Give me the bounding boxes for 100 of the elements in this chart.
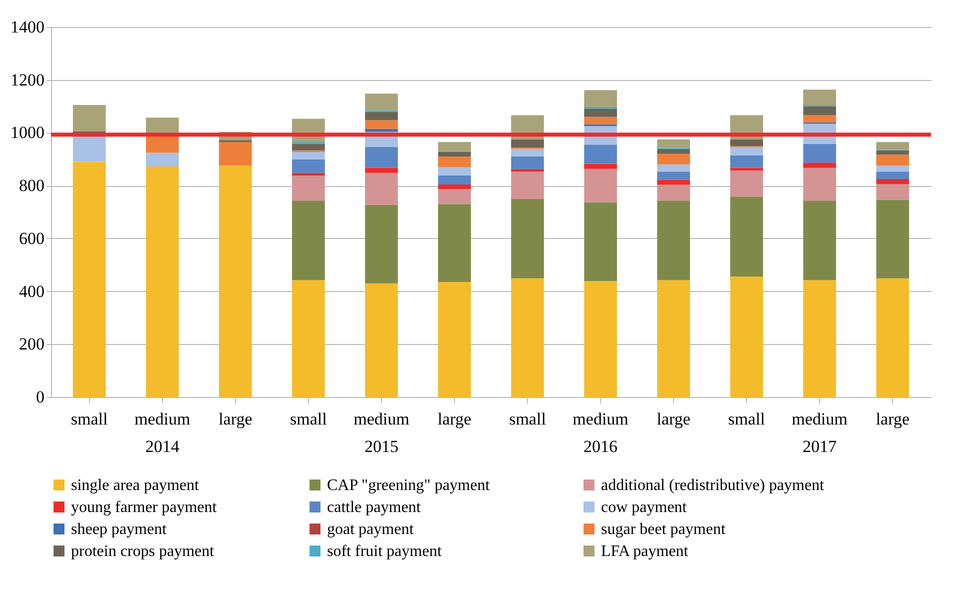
x-tick-label: small bbox=[509, 410, 546, 428]
y-tick-label: 0 bbox=[36, 388, 44, 406]
x-tick-label: medium bbox=[134, 410, 190, 428]
bar bbox=[730, 155, 764, 168]
bar bbox=[146, 118, 179, 133]
bar bbox=[657, 184, 690, 201]
bar bbox=[365, 172, 398, 205]
bar bbox=[146, 135, 179, 153]
bar bbox=[438, 176, 471, 185]
bar bbox=[438, 167, 471, 176]
bar bbox=[657, 172, 690, 180]
bar bbox=[584, 164, 617, 169]
legend-label: cattle payment bbox=[327, 499, 422, 516]
bar bbox=[657, 200, 690, 280]
bar bbox=[876, 154, 910, 166]
bar bbox=[365, 283, 398, 397]
bar bbox=[803, 90, 836, 105]
bar bbox=[876, 150, 910, 155]
bar bbox=[365, 112, 398, 120]
legend-label: additional (redistributive) payment bbox=[601, 477, 825, 494]
legend-label: young farmer payment bbox=[71, 499, 218, 516]
bar bbox=[511, 278, 544, 397]
bar bbox=[365, 146, 398, 168]
bar bbox=[876, 178, 910, 184]
bar bbox=[292, 159, 325, 173]
x-tick-label: small bbox=[70, 410, 108, 428]
bar bbox=[584, 280, 617, 397]
bar bbox=[657, 280, 690, 397]
bar bbox=[365, 168, 398, 173]
bar bbox=[511, 172, 544, 200]
legend-label: soft fruit payment bbox=[327, 543, 442, 560]
bar bbox=[730, 146, 764, 156]
bar bbox=[365, 94, 398, 110]
bar bbox=[72, 162, 106, 397]
bar bbox=[730, 139, 764, 146]
legend-label: LFA payment bbox=[601, 543, 689, 560]
bar bbox=[292, 152, 325, 160]
bar bbox=[365, 120, 398, 129]
bar bbox=[657, 139, 690, 148]
bar bbox=[511, 148, 544, 156]
bar bbox=[72, 136, 106, 162]
bar bbox=[511, 199, 544, 278]
x-tick-label: small bbox=[290, 410, 328, 428]
text: 2017 bbox=[802, 437, 838, 456]
bar bbox=[218, 165, 252, 397]
bar bbox=[438, 184, 471, 190]
bar bbox=[584, 168, 617, 202]
bar bbox=[876, 184, 910, 200]
bar bbox=[292, 280, 325, 397]
x-tick-label: medium bbox=[572, 410, 628, 428]
y-tick-label: 200 bbox=[19, 334, 44, 354]
bar bbox=[730, 168, 764, 171]
bar bbox=[365, 128, 398, 132]
x-tick-label: large bbox=[218, 410, 252, 428]
bar bbox=[730, 196, 764, 276]
legend-label: sheep payment bbox=[71, 521, 168, 538]
bar bbox=[511, 139, 544, 148]
legend-label: sugar beet payment bbox=[601, 521, 726, 538]
bar bbox=[803, 200, 836, 280]
bar bbox=[438, 282, 471, 397]
bar bbox=[292, 176, 325, 201]
bar bbox=[584, 144, 617, 164]
bar bbox=[803, 168, 836, 201]
y-tick-label: 1200 bbox=[10, 70, 44, 90]
y-tick-label: 600 bbox=[19, 228, 44, 248]
bar bbox=[511, 168, 544, 172]
x-tick-label: large bbox=[656, 410, 690, 428]
bar bbox=[365, 204, 398, 284]
legend-label: single area payment bbox=[71, 477, 200, 494]
x-tick-label: large bbox=[876, 410, 910, 428]
bar bbox=[876, 172, 910, 179]
bar bbox=[218, 142, 252, 166]
text: 2016 bbox=[584, 437, 618, 456]
bar bbox=[584, 108, 617, 117]
legend-label: protein crops payment bbox=[71, 543, 215, 560]
legend-label: goat payment bbox=[327, 521, 414, 538]
bar bbox=[438, 204, 471, 282]
bar bbox=[511, 156, 544, 169]
bar bbox=[657, 154, 690, 164]
y-tick-label: 400 bbox=[19, 282, 44, 301]
x-tick-label: medium bbox=[354, 410, 410, 428]
legend-label: CAP "greening" payment bbox=[327, 477, 490, 494]
bar bbox=[292, 172, 325, 176]
bar bbox=[438, 152, 471, 156]
text: 2014 bbox=[145, 437, 180, 456]
bar bbox=[803, 106, 836, 116]
text: 2015 bbox=[364, 437, 398, 456]
bar bbox=[803, 280, 836, 397]
bar bbox=[438, 156, 471, 168]
bar bbox=[438, 142, 471, 152]
legend-label: cow payment bbox=[601, 499, 688, 516]
bar bbox=[292, 200, 325, 280]
bar bbox=[657, 164, 690, 172]
bar bbox=[657, 148, 690, 154]
y-tick-label: 1000 bbox=[10, 123, 44, 142]
bar bbox=[803, 162, 836, 168]
bar bbox=[657, 180, 690, 185]
bar bbox=[292, 144, 325, 150]
bar bbox=[803, 144, 836, 163]
bar bbox=[876, 165, 910, 172]
